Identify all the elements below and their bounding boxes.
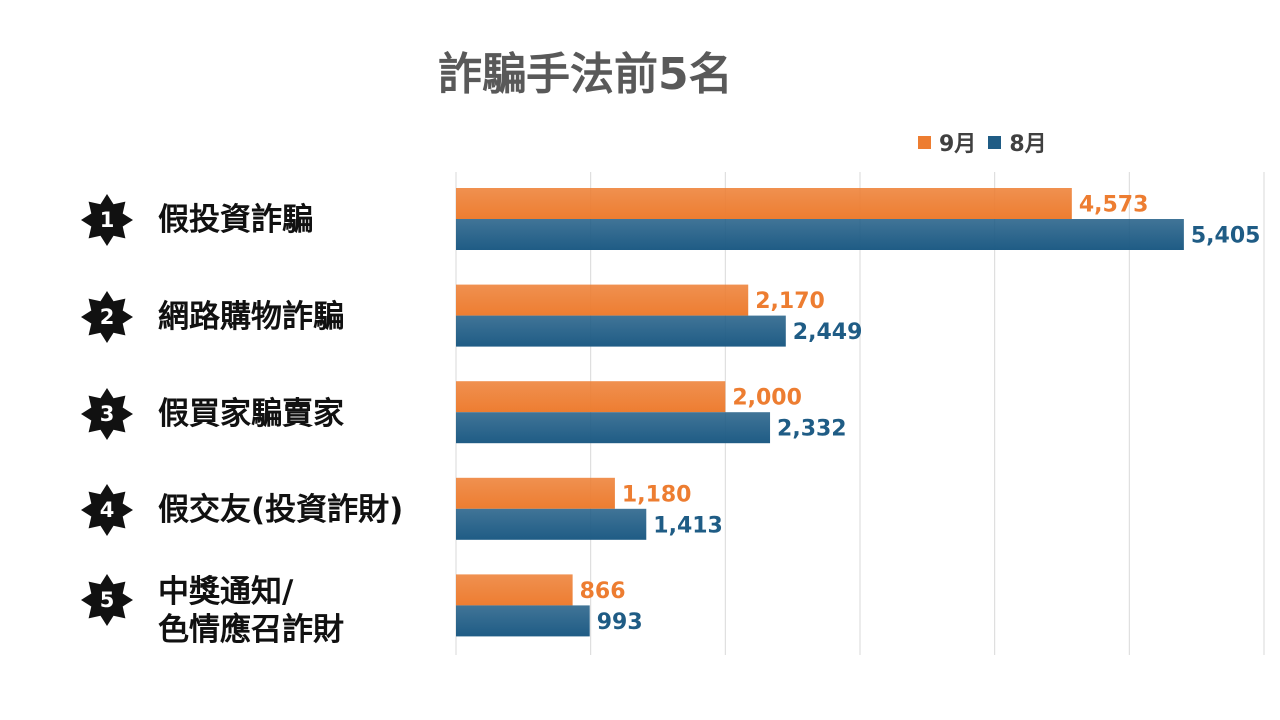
legend: 9月 8月 <box>918 126 1047 158</box>
data-label: 4,573 <box>1079 193 1149 218</box>
star-badge-icon <box>81 387 133 440</box>
bar-sep <box>456 477 615 509</box>
rank-number: 3 <box>99 401 115 426</box>
legend-swatch-sep <box>918 135 931 149</box>
bar-sep <box>456 284 749 316</box>
category-row: 5 中獎通知/ 色情應召詐財 <box>80 573 450 649</box>
data-label: 5,405 <box>1191 224 1261 249</box>
data-label: 2,332 <box>777 417 847 442</box>
data-label: 2,170 <box>755 289 825 314</box>
category-row: 3 假買家騙賣家 <box>80 387 450 441</box>
rank-number: 5 <box>99 587 115 612</box>
star-badge-icon <box>81 290 133 343</box>
category-label: 中獎通知/ 色情應召詐財 <box>158 573 344 648</box>
rank-badge: 1 <box>80 193 134 247</box>
bar-sep <box>456 188 1072 219</box>
bar-aug <box>456 412 771 444</box>
rank-badge: 4 <box>80 483 134 537</box>
bar-aug <box>456 219 1184 250</box>
legend-label-aug: 8月 <box>1009 132 1047 157</box>
legend-item-aug: 8月 <box>988 126 1047 158</box>
bar-aug <box>456 508 647 540</box>
category-row: 1 假投資詐騙 <box>80 193 450 247</box>
data-label: 866 <box>580 579 626 604</box>
data-label: 2,449 <box>793 320 863 345</box>
category-label: 網路購物詐騙 <box>158 298 344 335</box>
rank-badge: 3 <box>80 387 134 441</box>
legend-item-sep: 9月 <box>918 126 976 158</box>
star-badge-icon <box>81 194 133 247</box>
rank-number: 2 <box>99 304 115 329</box>
category-label: 假交友(投資詐財) <box>158 492 404 529</box>
bar-aug <box>456 315 786 347</box>
star-badge-icon <box>81 484 133 537</box>
data-label: 1,413 <box>653 513 723 538</box>
category-label: 假投資詐騙 <box>158 202 313 239</box>
category-row: 2 網路購物詐騙 <box>80 290 450 344</box>
legend-swatch-aug <box>988 135 1002 149</box>
bar-sep <box>456 381 726 413</box>
bar-aug <box>456 605 590 637</box>
rank-number: 1 <box>99 208 115 233</box>
data-label: 1,180 <box>622 482 692 507</box>
category-row: 4 假交友(投資詐財) <box>80 483 450 537</box>
data-label: 2,000 <box>732 386 802 411</box>
data-label: 993 <box>597 610 643 635</box>
category-label: 假買家騙賣家 <box>158 395 344 432</box>
chart-title: 詐騙手法前5名 <box>438 49 733 100</box>
star-badge-icon <box>81 573 133 626</box>
bar-sep <box>456 574 573 606</box>
rank-badge: 5 <box>80 573 134 627</box>
rank-number: 4 <box>99 498 115 523</box>
rank-badge: 2 <box>80 290 134 344</box>
legend-label-sep: 9月 <box>939 132 977 157</box>
